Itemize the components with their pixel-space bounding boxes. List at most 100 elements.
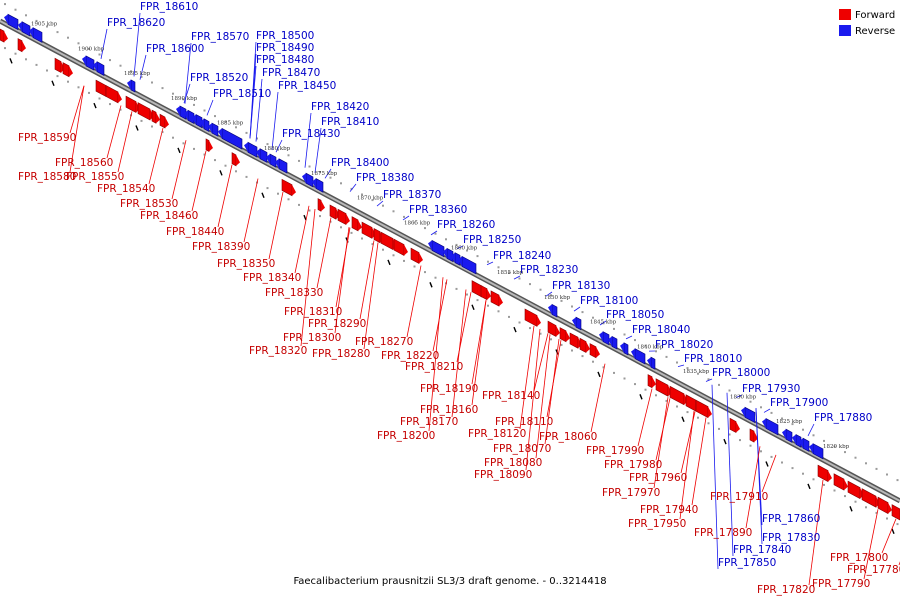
forward-gene bbox=[589, 343, 597, 359]
forward-gene-label: FPR_18160 bbox=[420, 404, 478, 416]
minor-tick-dot bbox=[4, 47, 6, 50]
minor-tick-dot bbox=[109, 103, 111, 106]
minor-tick-dash bbox=[597, 371, 601, 378]
kbp-tick-label: 1830 kbp bbox=[730, 394, 757, 400]
forward-gene bbox=[54, 57, 62, 73]
forward-gene bbox=[361, 221, 373, 239]
minor-tick-dot bbox=[634, 383, 636, 386]
minor-tick-dot bbox=[340, 182, 342, 185]
minor-tick-dot bbox=[88, 47, 90, 50]
minor-tick-dot bbox=[340, 226, 342, 229]
minor-tick-dot bbox=[571, 305, 573, 308]
minor-tick-dot bbox=[371, 199, 374, 202]
label-leader-lines bbox=[69, 12, 900, 586]
forward-gene-label: FPR_18290 bbox=[308, 318, 366, 330]
forward-gene bbox=[105, 84, 119, 104]
minor-tick-dot bbox=[665, 355, 668, 358]
forward-gene bbox=[695, 399, 709, 419]
forward-gene-label: FPR_18210 bbox=[405, 361, 463, 373]
forward-gene-label: FPR_18310 bbox=[284, 306, 342, 318]
forward-gene-label: FPR_18320 bbox=[249, 345, 307, 357]
reverse-gene-label: FPR_18250 bbox=[463, 234, 521, 246]
minor-tick-dot bbox=[403, 215, 405, 218]
reverse-gene-label: FPR_18500 bbox=[256, 30, 314, 42]
forward-gene-label: FPR_18590 bbox=[18, 132, 76, 144]
forward-leader-line bbox=[300, 208, 316, 347]
minor-tick-dot bbox=[266, 143, 269, 146]
forward-gene bbox=[877, 496, 889, 515]
minor-tick-dot bbox=[67, 80, 69, 83]
minor-tick-dot bbox=[644, 388, 647, 391]
minor-tick-dot bbox=[308, 209, 311, 212]
minor-tick-dot bbox=[781, 417, 783, 420]
minor-tick-dot bbox=[823, 483, 825, 486]
forward-gene bbox=[151, 109, 157, 124]
minor-tick-dot bbox=[770, 411, 773, 414]
reverse-gene-label: FPR_18470 bbox=[262, 67, 320, 79]
forward-gene bbox=[569, 332, 579, 349]
kbp-tick-label: 1890 kbp bbox=[171, 96, 198, 102]
forward-leader-line bbox=[432, 279, 448, 352]
gene-arrow-tip bbox=[888, 502, 892, 514]
minor-tick-dot bbox=[676, 405, 678, 408]
legend-forward-label: Forward bbox=[855, 10, 895, 21]
forward-leader-line bbox=[471, 300, 487, 406]
minor-tick-dot bbox=[560, 299, 563, 302]
forward-gene bbox=[655, 378, 669, 397]
minor-tick-dot bbox=[718, 383, 720, 386]
minor-tick-dot bbox=[833, 445, 836, 448]
forward-leader-line bbox=[428, 277, 444, 432]
minor-tick-dot bbox=[623, 333, 626, 336]
minor-tick-dot bbox=[455, 287, 458, 290]
reverse-leader-line bbox=[763, 408, 771, 413]
forward-gene-label: FPR_18060 bbox=[539, 431, 597, 443]
minor-tick-dot bbox=[46, 25, 48, 28]
minor-tick-dot bbox=[497, 310, 500, 313]
forward-gene bbox=[729, 417, 737, 434]
minor-tick-dot bbox=[25, 58, 27, 61]
gene-arrow-tip bbox=[458, 256, 462, 267]
minor-tick-dot bbox=[182, 98, 185, 101]
reverse-leader-line bbox=[271, 91, 279, 151]
reverse-gene-label: FPR_17840 bbox=[733, 544, 791, 556]
reverse-leader-line bbox=[545, 291, 553, 297]
minor-tick-dot bbox=[224, 120, 227, 123]
reverse-gene bbox=[611, 335, 618, 350]
forward-leader-line bbox=[679, 411, 695, 520]
minor-tick-dot bbox=[77, 86, 80, 89]
forward-gene bbox=[847, 480, 861, 500]
kbp-tick-label: 1865 kbp bbox=[404, 221, 431, 227]
minor-tick-dot bbox=[88, 91, 90, 94]
minor-tick-dot bbox=[707, 378, 710, 381]
minor-tick-dot bbox=[77, 42, 80, 45]
minor-tick-dot bbox=[214, 159, 216, 162]
gene-arrow-tip bbox=[548, 304, 552, 315]
forward-gene bbox=[749, 428, 755, 443]
forward-leader-line bbox=[334, 227, 350, 334]
kbp-tick-label: 1905 kbp bbox=[31, 22, 58, 28]
minor-tick-dot bbox=[56, 31, 59, 34]
minor-tick-dot bbox=[497, 266, 500, 269]
gene-arrow-tip bbox=[608, 336, 612, 347]
forward-gene-label: FPR_18340 bbox=[243, 272, 301, 284]
minor-tick-dot bbox=[560, 343, 563, 346]
minor-tick-dot bbox=[46, 69, 48, 72]
forward-gene-label: FPR_18140 bbox=[482, 390, 540, 402]
reverse-leader-line bbox=[255, 78, 263, 142]
minor-tick-dot bbox=[760, 406, 762, 409]
minor-tick-dash bbox=[9, 58, 13, 64]
forward-gene-label: FPR_17890 bbox=[694, 527, 752, 539]
minor-tick-dot bbox=[896, 479, 899, 482]
minor-tick-dot bbox=[550, 294, 552, 297]
minor-tick-dot bbox=[686, 411, 689, 414]
kbp-tick-label: 1825 kbp bbox=[776, 419, 803, 425]
minor-tick-dot bbox=[739, 439, 741, 442]
minor-tick-dash bbox=[849, 506, 853, 512]
minor-tick-dash bbox=[177, 147, 181, 154]
forward-leader-line bbox=[171, 140, 187, 200]
reverse-leader-line bbox=[705, 378, 713, 382]
kbp-tick-label: 1880 kbp bbox=[264, 146, 291, 152]
forward-leader-line bbox=[335, 227, 351, 308]
reverse-leader-line bbox=[349, 183, 357, 192]
minor-tick-dot bbox=[760, 450, 762, 453]
